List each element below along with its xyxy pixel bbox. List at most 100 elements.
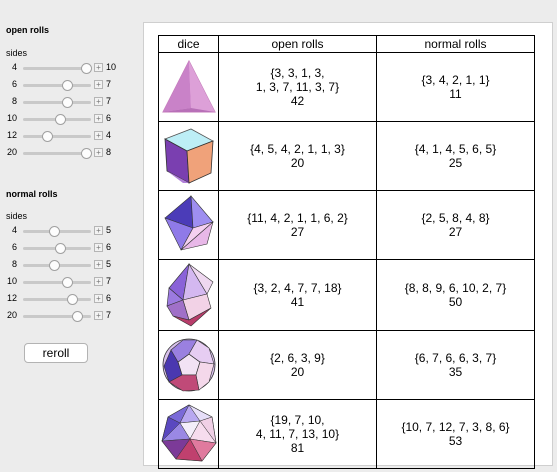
open_rolls-slider-d6[interactable] — [23, 80, 91, 91]
normal_rolls-slider-row-d10: 10 +7 — [0, 275, 140, 289]
normal_rolls-slider-d10[interactable] — [23, 277, 91, 288]
roll-count-value: 6 — [106, 242, 112, 252]
open-rolls-cell: {3, 3, 1, 3, 1, 3, 7, 11, 3, 7} 42 — [218, 52, 377, 122]
slider-thumb[interactable] — [72, 311, 84, 322]
normal-rolls-total: 11 — [449, 87, 462, 101]
normal-rolls-total: 27 — [448, 225, 463, 239]
sides-value: 20 — [6, 310, 17, 320]
slider-thumb[interactable] — [49, 226, 61, 237]
normal-rolls-cell: {4, 1, 4, 5, 6, 5} 25 — [376, 121, 535, 191]
reroll-button[interactable]: reroll — [24, 343, 88, 363]
slider-thumb[interactable] — [49, 260, 61, 271]
expand-plus-icon[interactable]: + — [94, 63, 103, 72]
sides-value: 4 — [11, 62, 17, 72]
sides-value: 4 — [11, 225, 17, 235]
open-rolls-cell: {19, 7, 10, 4, 11, 7, 13, 10} 81 — [218, 399, 377, 469]
sides-value: 6 — [11, 242, 17, 252]
open-rolls-cell: {4, 5, 4, 2, 1, 1, 3} 20 — [218, 121, 377, 191]
expand-plus-icon[interactable]: + — [94, 294, 103, 303]
slider-thumb[interactable] — [61, 80, 73, 91]
expand-plus-icon[interactable]: + — [94, 226, 103, 235]
expand-plus-icon[interactable]: + — [94, 80, 103, 89]
results-panel: dice open rolls normal rolls {3, 3, 1, 3… — [143, 22, 553, 469]
normal-rolls-title: normal rolls — [6, 189, 58, 199]
die-cell — [158, 190, 219, 260]
slider-thumb[interactable] — [42, 131, 54, 142]
expand-plus-icon[interactable]: + — [94, 148, 103, 157]
normal_rolls-slider-row-d20: 20 +7 — [0, 309, 140, 323]
normal-rolls-cell: {8, 8, 9, 6, 10, 2, 7} 50 — [376, 259, 535, 331]
expand-plus-icon[interactable]: + — [94, 260, 103, 269]
open_rolls-slider-row-d4: 4 +10 — [0, 61, 140, 75]
open_rolls-slider-row-d6: 6 +7 — [0, 78, 140, 92]
open_rolls-slider-d10[interactable] — [23, 114, 91, 125]
table-row: {19, 7, 10, 4, 11, 7, 13, 10} 81 {10, 7, 12… — [158, 399, 535, 469]
open_rolls-slider-d8[interactable] — [23, 97, 91, 108]
slider-thumb[interactable] — [55, 243, 67, 254]
normal_rolls-slider-row-d12: 12 +6 — [0, 292, 140, 306]
open-rolls-list-line: {3, 2, 4, 7, 7, 18} — [253, 281, 342, 295]
normal_rolls-slider-d8[interactable] — [23, 260, 91, 271]
open_rolls-slider-d20[interactable] — [23, 148, 92, 159]
sides-value: 8 — [11, 96, 17, 106]
normal_rolls-slider-row-d6: 6 +6 — [0, 241, 140, 255]
sides-value: 12 — [6, 293, 17, 303]
open-rolls-list-line: {2, 6, 3, 9} — [270, 351, 325, 365]
header-normal-rolls: normal rolls — [376, 35, 535, 53]
sides-value: 8 — [11, 259, 17, 269]
expand-plus-icon[interactable]: + — [94, 114, 103, 123]
sides-value: 10 — [6, 276, 17, 286]
normal-rolls-cell: {2, 5, 8, 4, 8} 27 — [376, 190, 535, 260]
expand-plus-icon[interactable]: + — [94, 243, 103, 252]
roll-count-value: 6 — [106, 293, 112, 303]
slider-thumb[interactable] — [66, 294, 78, 305]
open-rolls-total: 42 — [290, 94, 305, 108]
expand-plus-icon[interactable]: + — [94, 97, 103, 106]
die-cell — [158, 399, 219, 469]
normal-rolls-cell: {10, 7, 12, 7, 3, 8, 6} 53 — [376, 399, 535, 469]
normal_rolls-slider-d6[interactable] — [23, 243, 91, 254]
sides-value: 12 — [6, 130, 17, 140]
open-rolls-total: 81 — [290, 441, 305, 455]
roll-count-value: 8 — [106, 147, 112, 157]
die-cell — [158, 259, 219, 331]
normal_rolls-slider-d12[interactable] — [23, 294, 91, 305]
open-rolls-list-line: 1, 3, 7, 11, 3, 7} — [255, 80, 340, 94]
octahedron-die-image — [159, 194, 218, 256]
table-row: {4, 5, 4, 2, 1, 1, 3} 20 {4, 1, 4, 5, 6, 5… — [158, 121, 535, 191]
controls-sidebar: open rolls sides 4 +10 6 +7 8 +7 10 +6 12 +4 20 +8 … — [0, 0, 140, 472]
cube-die-image — [159, 125, 218, 187]
sides-value: 10 — [6, 113, 17, 123]
normal-rolls-list-line: {6, 7, 6, 6, 3, 7} — [414, 351, 497, 365]
slider-thumb[interactable] — [80, 148, 92, 159]
slider-thumb[interactable] — [80, 63, 92, 74]
open-rolls-list-line: {19, 7, 10, — [270, 413, 325, 427]
expand-plus-icon[interactable]: + — [94, 311, 103, 320]
normal-rolls-list-line: {8, 8, 9, 6, 10, 2, 7} — [404, 281, 507, 295]
normal_rolls-slider-d4[interactable] — [23, 226, 91, 237]
roll-count-value: 5 — [106, 259, 112, 269]
dodecahedron-die-image — [159, 334, 218, 396]
die-cell — [158, 52, 219, 122]
open_rolls-slider-row-d12: 12 +4 — [0, 129, 140, 143]
slider-thumb[interactable] — [55, 114, 67, 125]
normal-rolls-list-line: {2, 5, 8, 4, 8} — [421, 211, 490, 225]
icosahedron-die-image — [159, 403, 218, 465]
slider-thumb[interactable] — [61, 97, 73, 108]
normal-rolls-total: 25 — [448, 156, 463, 170]
open_rolls-slider-d12[interactable] — [23, 131, 91, 142]
normal-rolls-list-line: {10, 7, 12, 7, 3, 8, 6} — [401, 420, 510, 434]
roll-count-value: 7 — [106, 310, 112, 320]
expand-plus-icon[interactable]: + — [94, 277, 103, 286]
open_rolls-slider-d4[interactable] — [23, 63, 92, 74]
slider-thumb[interactable] — [61, 277, 73, 288]
normal_rolls-slider-d20[interactable] — [23, 311, 91, 322]
open-rolls-list-line: 4, 11, 7, 13, 10} — [255, 427, 340, 441]
tetrahedron-die-image — [159, 58, 218, 116]
expand-plus-icon[interactable]: + — [94, 131, 103, 140]
table-row: {11, 4, 2, 1, 1, 6, 2} 27 {2, 5, 8, 4, 8} 2… — [158, 190, 535, 260]
normal-rolls-list-line: {3, 4, 2, 1, 1} — [421, 73, 490, 87]
open-rolls-list-line: {3, 3, 1, 3, — [270, 66, 325, 80]
normal-rolls-sides-label: sides — [6, 211, 28, 221]
open-rolls-cell: {11, 4, 2, 1, 1, 6, 2} 27 — [218, 190, 377, 260]
